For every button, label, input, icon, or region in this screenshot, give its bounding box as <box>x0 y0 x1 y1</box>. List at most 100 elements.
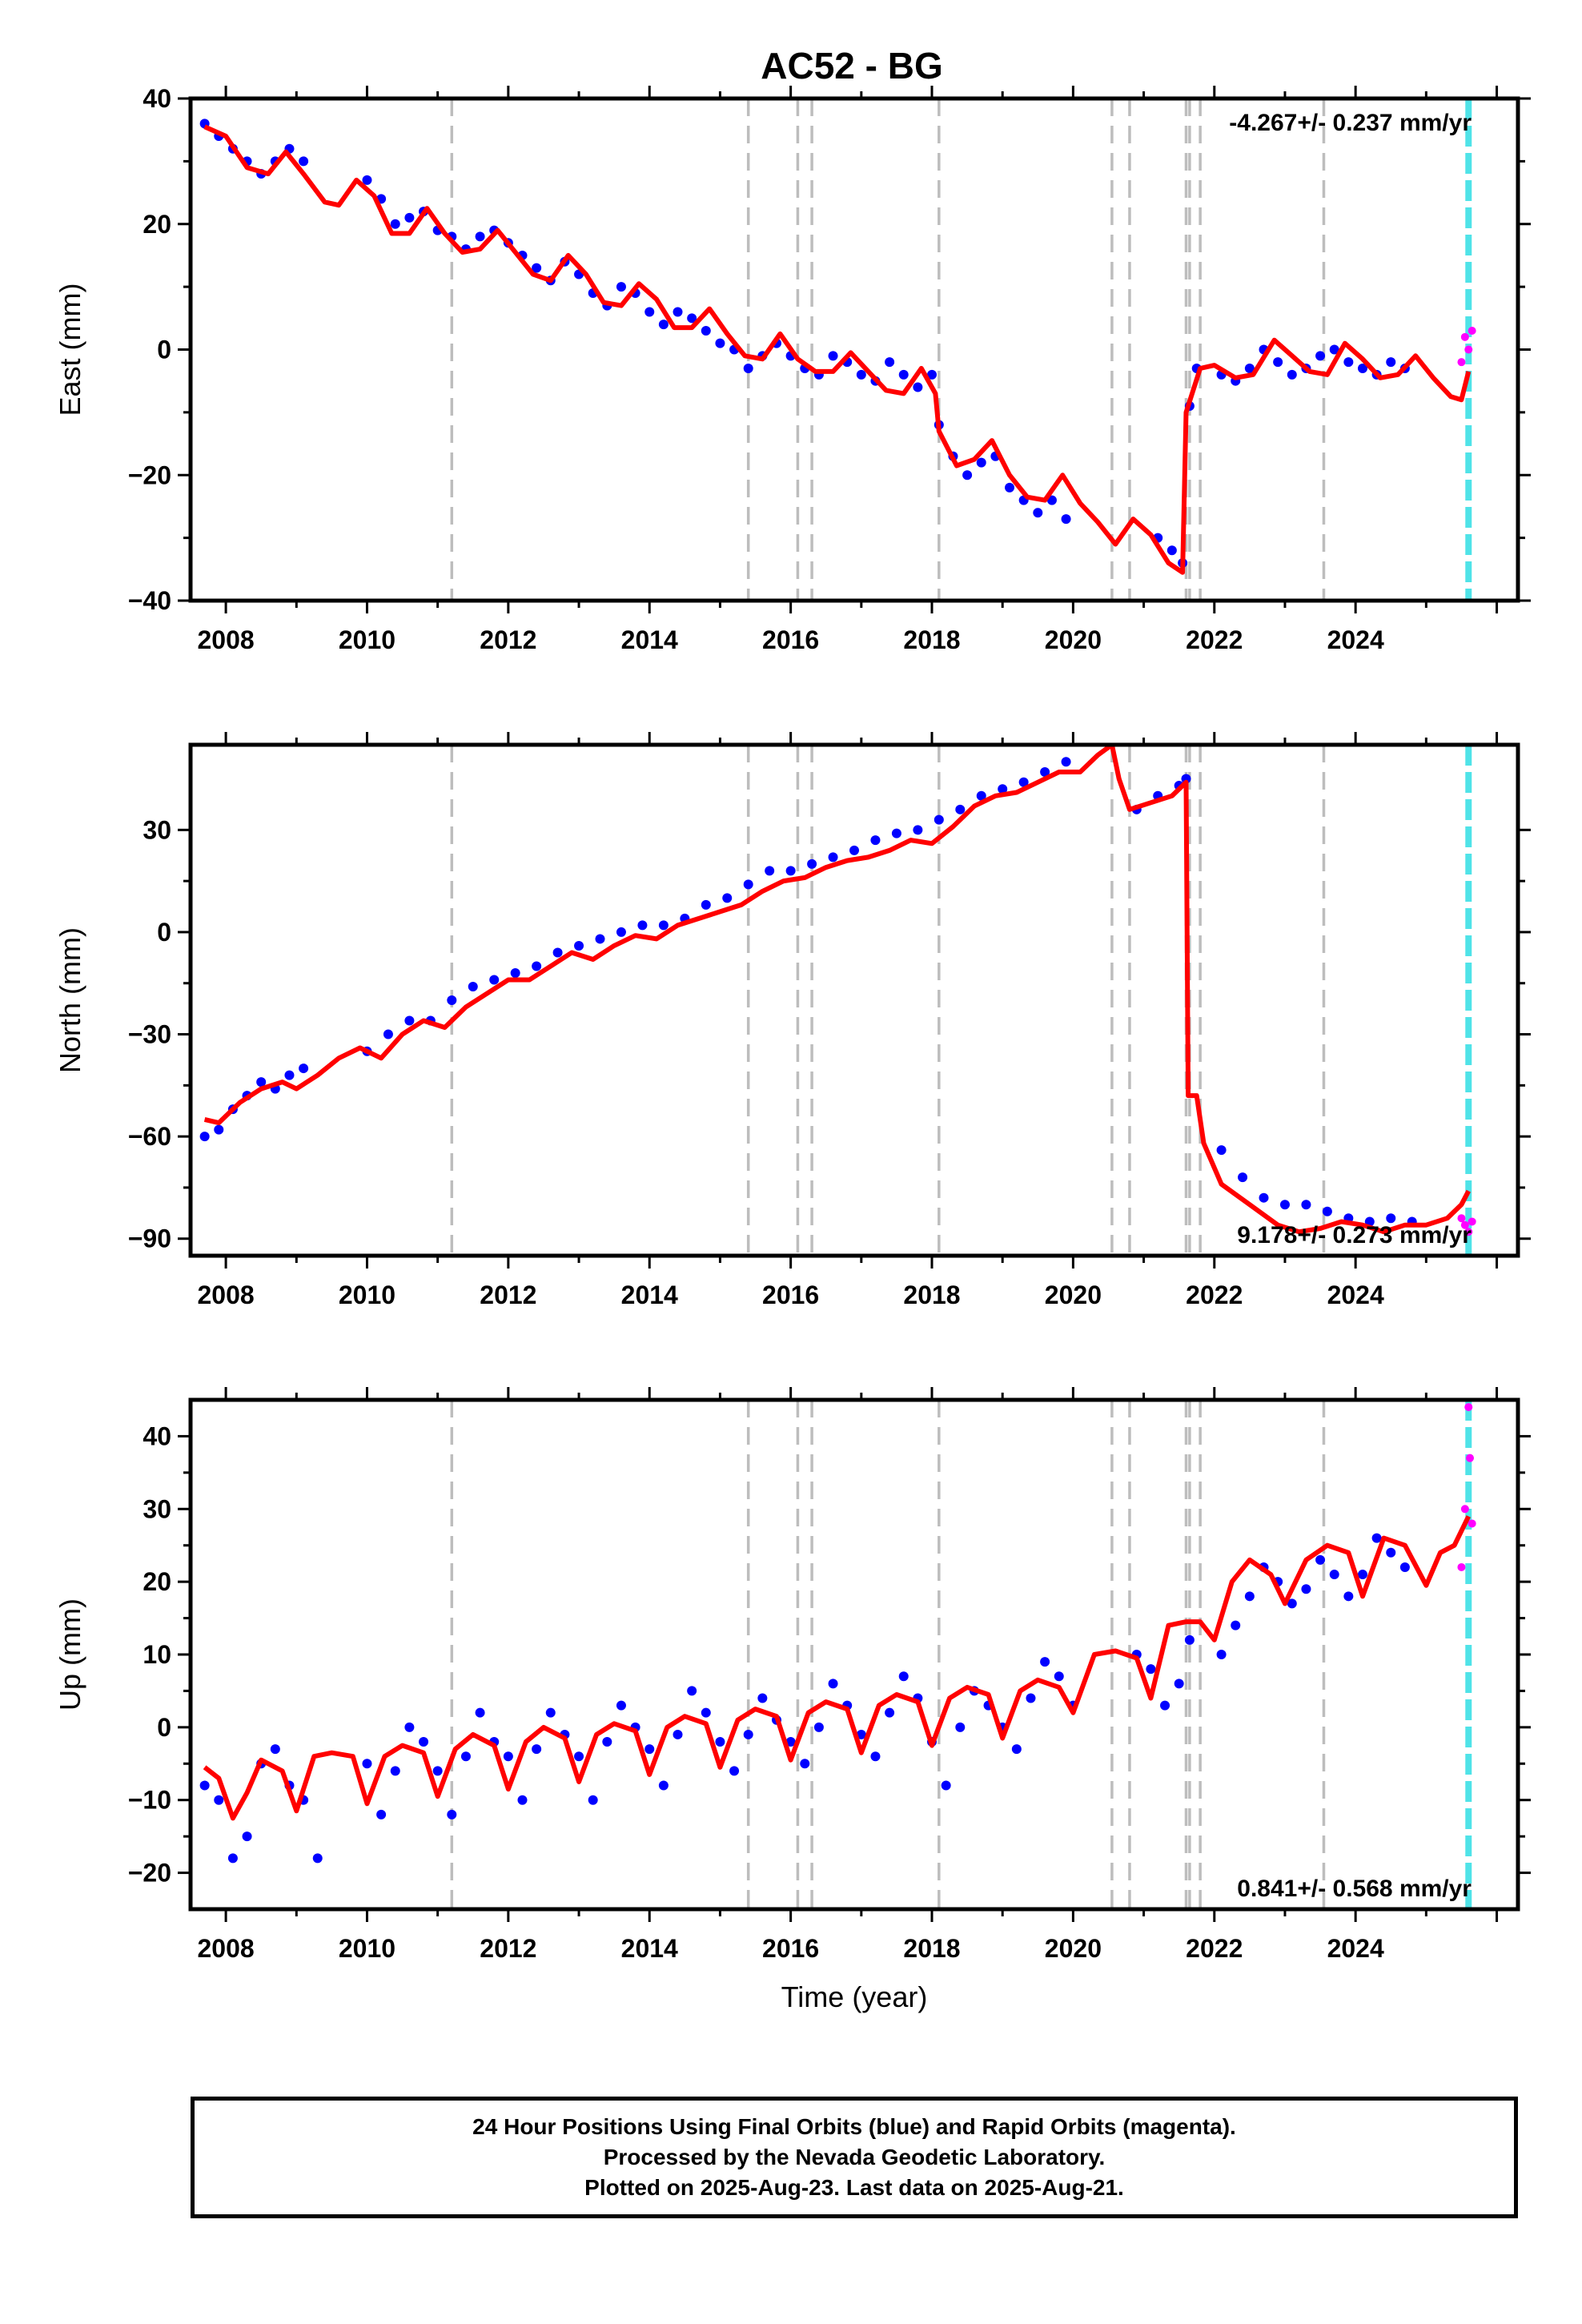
final-orbit-point <box>574 1751 584 1762</box>
rapid-orbit-point <box>1457 358 1466 367</box>
final-orbit-point <box>687 1686 697 1696</box>
final-orbit-point <box>460 1751 471 1762</box>
final-orbit-point <box>616 1700 626 1711</box>
final-orbit-point <box>532 263 542 273</box>
plot-frame <box>188 96 1520 603</box>
final-orbit-point <box>828 351 838 361</box>
final-orbit-point <box>785 1737 796 1747</box>
final-orbit-point <box>595 934 605 944</box>
x-tick-label: 2022 <box>1186 1281 1243 1309</box>
final-orbit-point <box>673 1729 683 1739</box>
final-orbit-point <box>1343 1591 1354 1602</box>
final-orbit-point <box>404 1722 415 1732</box>
model-line <box>203 1515 1471 1821</box>
final-orbit-point <box>214 1124 224 1135</box>
x-tick-label: 2010 <box>339 625 396 654</box>
rapid-orbit-point <box>1460 1505 1469 1514</box>
final-orbit-point <box>1216 1650 1227 1659</box>
rapid-orbit-point <box>1460 332 1469 341</box>
final-orbit-point <box>1054 1671 1064 1682</box>
final-orbit-point <box>362 175 372 185</box>
final-orbit-point <box>602 1737 612 1747</box>
y-tick-label: 40 <box>143 84 171 113</box>
final-orbit-point <box>927 369 938 380</box>
final-orbit-point <box>701 1707 711 1718</box>
y-axis-label: North (mm) <box>54 927 86 1073</box>
final-orbit-point <box>588 1795 598 1805</box>
final-orbit-point <box>390 1766 400 1776</box>
x-tick-label: 2008 <box>198 625 255 654</box>
y-tick-label: −90 <box>128 1224 171 1253</box>
final-orbit-point <box>1160 1700 1170 1711</box>
x-tick-label: 2018 <box>903 1934 960 1963</box>
final-orbit-point <box>856 369 866 380</box>
final-orbit-point <box>807 858 817 869</box>
final-orbit-point <box>1301 1200 1311 1210</box>
final-orbit-point <box>1244 364 1255 374</box>
final-orbit-point <box>532 1744 542 1755</box>
final-orbit-point <box>644 1744 655 1755</box>
final-orbit-point <box>284 1070 295 1080</box>
final-orbit-point <box>898 1671 909 1682</box>
final-orbit-point <box>955 1722 966 1732</box>
x-tick-label: 2022 <box>1186 1934 1243 1963</box>
plot-frame <box>188 1397 1520 1912</box>
final-orbit-point <box>447 995 457 1005</box>
final-orbit-point <box>1216 1145 1227 1156</box>
y-tick-label: 40 <box>143 1421 171 1450</box>
x-tick-label: 2022 <box>1186 625 1243 654</box>
rapid-orbit-point <box>1464 1228 1473 1236</box>
final-orbit-point <box>1244 1591 1255 1602</box>
y-tick-label: 0 <box>157 336 171 364</box>
final-orbit-point <box>828 852 838 862</box>
final-orbit-point <box>1046 495 1057 505</box>
final-orbit-point <box>1011 1744 1022 1755</box>
final-orbit-point <box>532 961 542 971</box>
up-panel: 2008 2010 2012 2014 2016 2018 2020 2022 20244030… <box>54 1387 1531 2013</box>
final-orbit-point <box>312 1853 323 1864</box>
final-orbit-point <box>1329 344 1339 355</box>
final-orbit-point <box>404 212 415 223</box>
final-orbit-point <box>1279 1200 1290 1210</box>
x-tick-label: 2014 <box>621 625 678 654</box>
final-orbit-point <box>934 814 944 825</box>
final-orbit-point <box>955 804 966 814</box>
model-line <box>203 124 1472 575</box>
final-orbit-point <box>383 1029 393 1039</box>
final-orbit-point <box>941 1780 951 1791</box>
y-tick-label: 20 <box>143 210 171 239</box>
rate-label: 9.178+/- 0.273 mm/yr <box>1237 1222 1472 1248</box>
final-orbit-point <box>658 1780 669 1791</box>
final-orbit-point <box>1033 508 1043 518</box>
rapid-orbit-point <box>1466 1454 1475 1462</box>
y-tick-label: −40 <box>128 586 171 615</box>
rate-label: 0.841+/- 0.568 mm/yr <box>1237 1876 1472 1902</box>
x-tick-label: 2016 <box>762 1281 819 1309</box>
final-orbit-point <box>828 1679 838 1689</box>
final-orbit-point <box>489 975 500 985</box>
final-orbit-point <box>913 382 923 392</box>
final-orbit-point <box>743 879 753 890</box>
final-orbit-point <box>1301 1584 1311 1594</box>
rapid-orbit-point <box>1457 1214 1466 1223</box>
rapid-orbit-point <box>1460 1220 1469 1229</box>
y-tick-label: 20 <box>143 1567 171 1596</box>
final-orbit-point <box>1329 1570 1339 1580</box>
final-orbit-point <box>1040 767 1050 778</box>
x-tick-label: 2016 <box>762 1934 819 1963</box>
rate-label: -4.267+/- 0.237 mm/yr <box>1229 110 1472 136</box>
x-tick-label: 2016 <box>762 625 819 654</box>
final-orbit-point <box>891 828 901 838</box>
final-orbit-point <box>1386 1547 1396 1558</box>
final-orbit-point <box>715 1737 725 1747</box>
final-orbit-point <box>1357 364 1367 374</box>
north-panel: 2008 2010 2012 2014 2016 2018 2020 2022 2024 30 0 −… <box>54 732 1531 1309</box>
y-tick-label: −10 <box>128 1786 171 1815</box>
final-orbit-point <box>1061 757 1071 767</box>
final-orbit-point <box>1259 1192 1269 1203</box>
final-orbit-point <box>447 1809 457 1819</box>
final-orbit-point <box>962 470 973 480</box>
final-orbit-point <box>270 1744 280 1755</box>
final-orbit-point <box>976 457 986 468</box>
